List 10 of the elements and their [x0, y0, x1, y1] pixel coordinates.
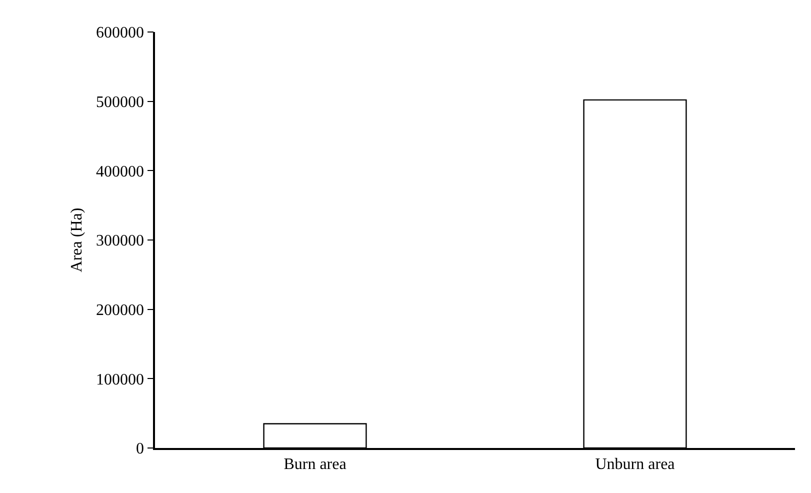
y-tick-label: 200000 [96, 302, 144, 319]
y-tick-label: 100000 [96, 371, 144, 388]
y-axis-title: Area (Ha) [68, 208, 86, 272]
y-tick-label: 500000 [96, 94, 144, 111]
x-tick-label: Burn area [284, 456, 346, 473]
y-tick-label: 300000 [96, 232, 144, 250]
x-tick-label: Unburn area [595, 456, 675, 473]
y-tick-label: 400000 [96, 163, 144, 180]
y-tick-label: 0 [136, 440, 144, 458]
y-tick-label: 600000 [96, 24, 144, 42]
